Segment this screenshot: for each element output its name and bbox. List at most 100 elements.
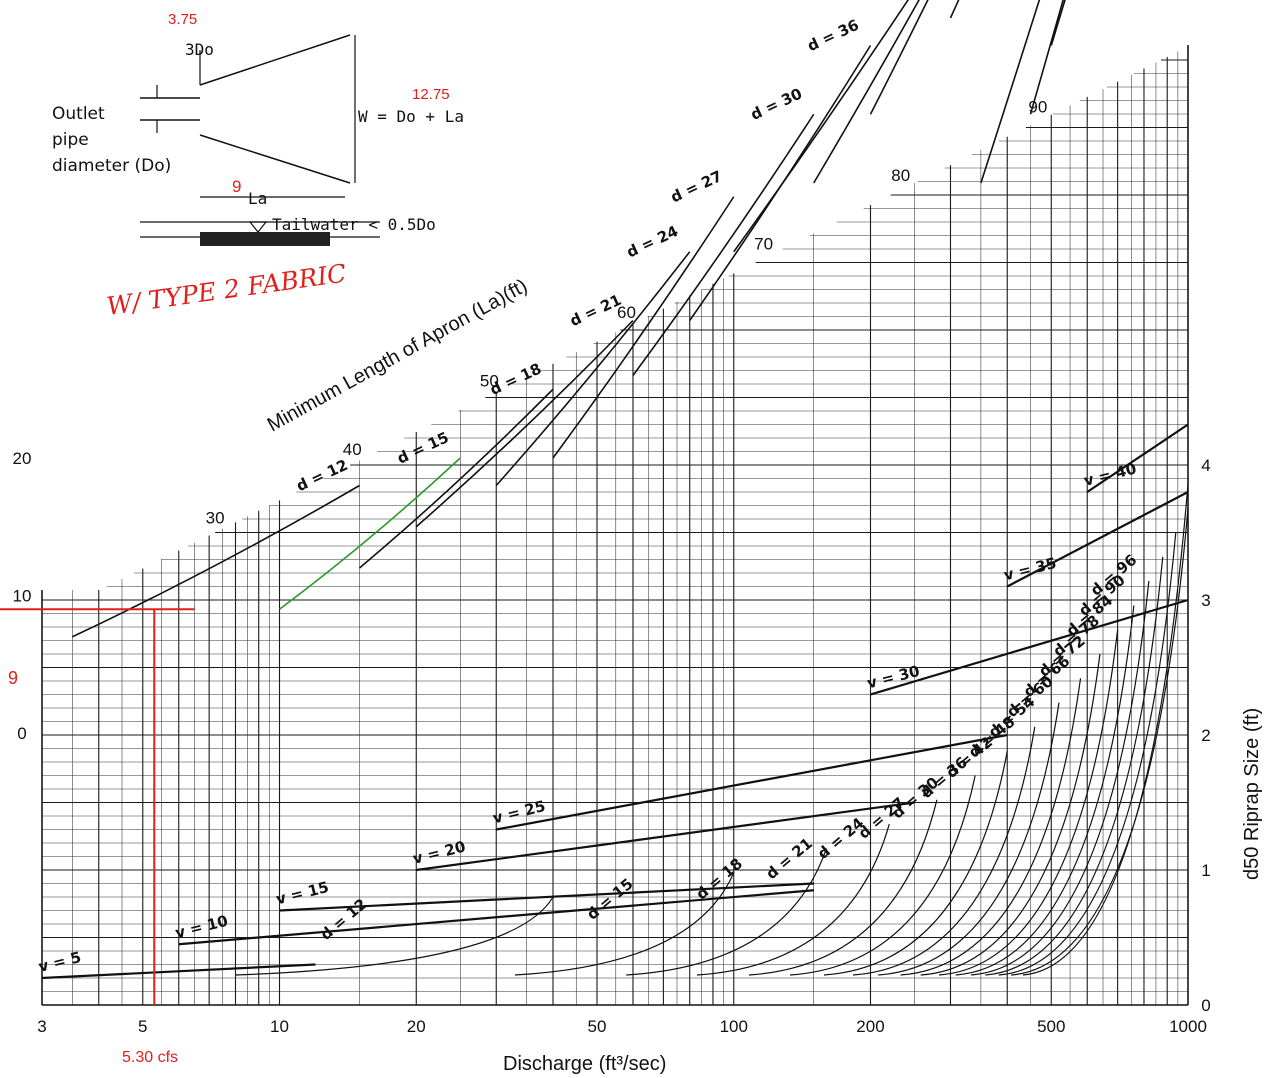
apron-curve-13 [980, 0, 1041, 184]
riprap-curve-3 [696, 823, 890, 976]
chart-curves [0, 0, 1189, 1005]
design-apron-length-label: 9 [8, 668, 18, 688]
inset-la-value: 9 [232, 177, 241, 196]
inset-tailwater-icon [248, 221, 268, 233]
x-tick-label-0: 3 [37, 1017, 46, 1036]
x-tick-label-7: 500 [1037, 1017, 1065, 1036]
riprap-curve-10 [920, 653, 1101, 976]
riprap-curve-2 [626, 848, 828, 976]
velocity-line-3 [416, 801, 915, 872]
riprap-curve-8 [878, 702, 1060, 976]
velocity-label-4: v = 25 [491, 797, 547, 827]
inset-la-label: La [248, 189, 267, 208]
left-tick-label-8: 80 [891, 166, 910, 185]
inset-outlet-line1: Outlet [52, 104, 105, 124]
inset-w-label: W = Do + La [358, 107, 464, 126]
x-tick-label-6: 200 [856, 1017, 884, 1036]
x-tick-label-2: 10 [270, 1017, 289, 1036]
apron-curve-2 [358, 388, 554, 569]
inset-bottom-edge [199, 134, 351, 184]
riprap-curve-label-0: d = 12 [317, 895, 370, 944]
velocity-label-2: v = 15 [274, 878, 330, 908]
left-axis-title: Minimum Length of Apron (La)(ft) [264, 275, 531, 437]
left-tick-label-5: 50 [480, 372, 499, 391]
right-tick-label-0: 0 [1201, 996, 1210, 1015]
apron-curve-label-3: d = 21 [567, 291, 624, 330]
riprap-curve-14 [985, 556, 1164, 976]
riprap-curve-label-4: d = 24 [814, 814, 867, 863]
left-tick-label-0: 0 [17, 724, 26, 743]
velocity-line-2 [279, 882, 814, 912]
riprap-curve-13 [971, 581, 1150, 976]
apron-curve-label-0: d = 12 [294, 456, 351, 495]
left-tick-label-2: 20 [13, 449, 32, 468]
apron-curve-label-7: d = 36 [805, 16, 862, 55]
inset-3do-value: 3.75 [168, 11, 197, 28]
riprap-curve-17 [1022, 483, 1189, 976]
apron-curve-0 [72, 484, 360, 638]
inset-riprap-bed [200, 232, 330, 246]
riprap-curve-9 [900, 678, 1082, 976]
inset-diagram: Outlet pipe diameter (Do) 3Do W = Do + L… [52, 11, 464, 321]
right-tick-label-2: 2 [1201, 726, 1210, 745]
design-discharge-label: 5.30 cfs [122, 1049, 178, 1066]
left-tick-label-9: 90 [1028, 98, 1047, 117]
apron-curve-label-1: d = 15 [394, 428, 451, 467]
x-tick-label-5: 100 [720, 1017, 748, 1036]
riprap-curve-label-1: d = 15 [583, 875, 636, 924]
velocity-line-7 [1086, 423, 1189, 493]
apron-curve-3 [415, 319, 634, 528]
apron-curve-15 [1050, 0, 1066, 46]
riprap-curve-15 [998, 532, 1177, 976]
riprap-curve-12 [955, 605, 1135, 976]
x-tick-label-4: 50 [588, 1017, 607, 1036]
velocity-line-6 [1006, 491, 1189, 588]
riprap-curve-5 [789, 775, 976, 976]
apron-curve-14 [1029, 0, 1064, 115]
apron-curve-1 [279, 457, 461, 610]
riprap-curve-6 [823, 751, 1008, 976]
apron-curve-label-4: d = 24 [624, 222, 681, 261]
apron-curve-4 [495, 251, 691, 487]
right-tick-label-1: 1 [1201, 861, 1210, 880]
riprap-curve-16 [1011, 508, 1189, 976]
apron-curve-label-5: d = 27 [668, 167, 725, 206]
inset-outlet-line2: pipe [52, 130, 89, 150]
inset-w-value: 12.75 [412, 86, 450, 103]
riprap-curve-label-3: d = 21 [762, 834, 815, 883]
left-tick-label-6: 60 [617, 303, 636, 322]
handwritten-note: W/ TYPE 2 FABRIC [105, 259, 348, 321]
x-tick-label-1: 5 [138, 1017, 147, 1036]
left-tick-label-7: 70 [754, 235, 773, 254]
chart-labels: 3 5 10 20 50 100 200 500 10000102030405060708090… [13, 16, 1211, 1036]
x-tick-label-8: 1000 [1169, 1017, 1207, 1036]
inset-3do-label: 3Do [185, 40, 214, 59]
velocity-line-4 [496, 733, 1008, 831]
apron-curve-label-2: d = 18 [487, 359, 544, 398]
velocity-line-0 [41, 963, 316, 980]
left-tick-label-1: 10 [13, 587, 32, 606]
apron-curve-8 [733, 0, 909, 253]
inset-outlet-line3: diameter (Do) [52, 156, 171, 176]
right-tick-label-4: 4 [1201, 456, 1210, 475]
apron-curve-10 [869, 0, 929, 115]
riprap-curve-7 [852, 726, 1036, 976]
apron-curve-5 [552, 196, 735, 459]
inset-top-edge [199, 34, 351, 86]
riprap-curve-11 [938, 629, 1119, 976]
x-axis-title: Discharge (ft³/sec) [503, 1053, 666, 1075]
right-tick-label-3: 3 [1201, 591, 1210, 610]
velocity-line-1 [178, 889, 814, 946]
x-tick-label-3: 20 [407, 1017, 426, 1036]
apron-curve-6 [632, 113, 815, 376]
inset-tailwater-label: Tailwater < 0.5Do [272, 215, 436, 234]
right-axis-title: d50 Riprap Size (ft) [1241, 708, 1263, 880]
velocity-label-0: v = 5 [37, 948, 83, 976]
riprap-curve-4 [748, 799, 938, 976]
riprap-curve-1 [515, 872, 735, 976]
riprap-curve-0 [235, 896, 554, 976]
velocity-line-5 [870, 598, 1189, 696]
apron-curve-label-6: d = 30 [748, 84, 805, 123]
velocity-label-7: v = 40 [1082, 459, 1138, 489]
